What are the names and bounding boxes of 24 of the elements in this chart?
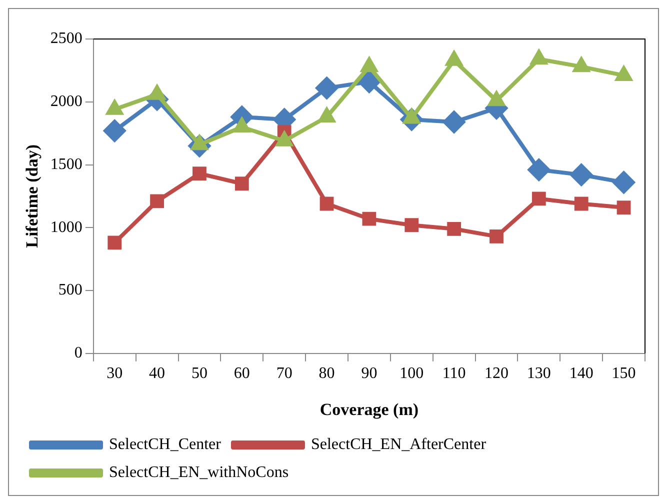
legend-label: SelectCH_Center <box>109 436 222 454</box>
legend-label: SelectCH_EN_AfterCenter <box>310 436 487 454</box>
x-tick-label: 100 <box>400 365 424 382</box>
y-tick-label: 2500 <box>50 30 82 48</box>
y-tick-label: 0 <box>74 344 82 362</box>
x-tick-label: 60 <box>234 365 250 382</box>
x-tick-label: 150 <box>612 365 636 382</box>
x-tick-label: 80 <box>318 365 335 382</box>
x-tick-label: 70 <box>276 365 292 382</box>
x-tick-label: 140 <box>569 365 594 382</box>
y-axis-title: Lifetime (day) <box>22 144 42 248</box>
legend-label: SelectCH_EN_withNoCons <box>109 464 289 482</box>
x-tick-label: 30 <box>106 365 123 382</box>
x-tick-label: 40 <box>149 365 166 382</box>
y-tick-label: 2000 <box>50 93 82 110</box>
x-tick-label: 120 <box>484 365 508 382</box>
y-tick-label: 500 <box>58 282 82 299</box>
x-tick-label: 50 <box>191 365 208 382</box>
x-axis-title: Coverage (m) <box>320 400 419 420</box>
x-tick-label: 130 <box>526 365 551 382</box>
y-tick-label: 1500 <box>50 156 82 173</box>
x-tick-label: 110 <box>442 365 466 382</box>
y-tick-label: 1000 <box>50 218 82 236</box>
x-tick-label: 90 <box>361 365 378 382</box>
